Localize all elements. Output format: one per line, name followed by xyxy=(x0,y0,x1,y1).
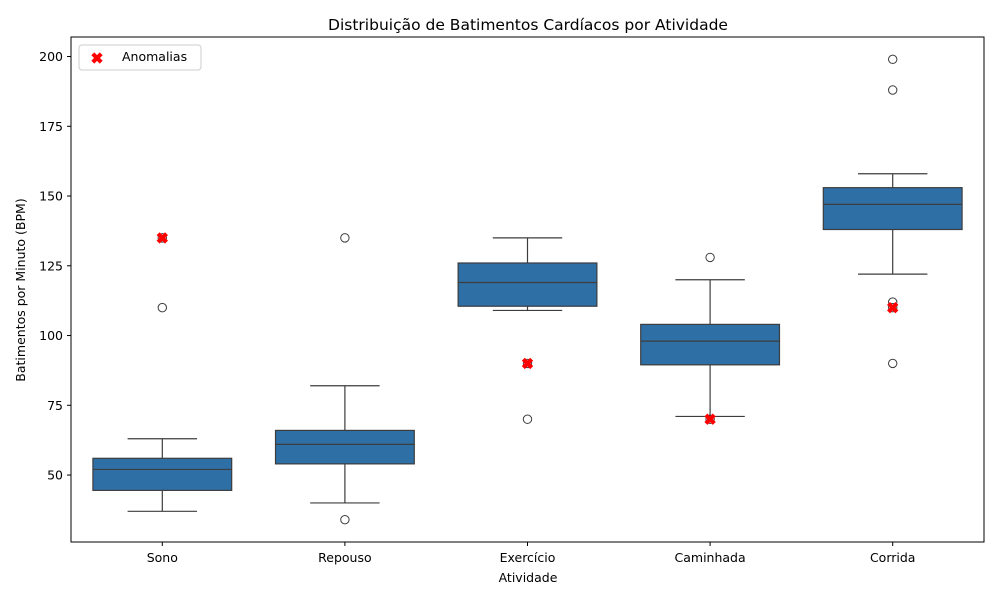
x-tick-label: Sono xyxy=(147,550,178,565)
anomaly-marker xyxy=(704,413,716,425)
outlier-point xyxy=(340,514,350,525)
legend-anomaly-marker xyxy=(91,52,103,64)
box-iqr xyxy=(640,323,781,366)
box-group-corrida xyxy=(822,173,963,275)
chart-title: Distribuição de Batimentos Cardíacos por… xyxy=(328,16,728,34)
anomaly-marker xyxy=(156,232,168,244)
box-group-exercicio xyxy=(457,237,598,312)
outlier-point xyxy=(157,302,168,313)
x-tick-label: Corrida xyxy=(870,550,916,565)
outlier-point xyxy=(705,252,715,263)
outlier-point xyxy=(888,85,898,95)
outlier-point xyxy=(888,302,898,313)
x-tick-label: Repouso xyxy=(318,550,371,565)
outlier-point xyxy=(522,358,533,369)
y-tick-label: 150 xyxy=(39,189,63,204)
x-axis-ticks: Sono Repouso Exercício Caminhada Corrida xyxy=(147,542,916,565)
legend-frame xyxy=(78,44,202,71)
box-iqr xyxy=(457,262,598,307)
boxes-layer xyxy=(92,173,963,512)
y-tick-label: 75 xyxy=(47,398,63,413)
anomaly-marker xyxy=(887,301,899,314)
y-tick-label: 200 xyxy=(39,49,63,64)
x-axis-label: Atividade xyxy=(499,570,558,585)
anomalies-layer xyxy=(156,232,899,425)
y-axis-ticks: 50 75 100 125 150 175 200 xyxy=(39,49,71,483)
box-group-repouso xyxy=(274,385,415,504)
box-iqr xyxy=(822,187,963,231)
y-tick-label: 125 xyxy=(39,258,63,273)
x-tick-label: Caminhada xyxy=(675,550,746,565)
legend-anomaly-cross xyxy=(91,52,103,64)
outlier-point xyxy=(705,414,715,424)
box-group-caminhada xyxy=(640,279,781,418)
y-tick-label: 175 xyxy=(39,119,63,134)
box-group-sono xyxy=(92,438,233,512)
outlier-point xyxy=(157,233,168,243)
box-iqr xyxy=(92,457,233,491)
legend: Anomalias xyxy=(78,44,202,71)
outliers-layer xyxy=(157,54,898,525)
outlier-point xyxy=(522,414,533,424)
y-tick-label: 100 xyxy=(39,328,63,343)
y-tick-label: 50 xyxy=(47,468,63,483)
legend-label-anomalias: Anomalias xyxy=(122,49,187,64)
outlier-point xyxy=(888,358,898,369)
x-tick-label: Exercício xyxy=(500,550,556,565)
outlier-point xyxy=(340,233,350,243)
box-iqr xyxy=(274,429,415,465)
anomaly-marker xyxy=(521,357,534,370)
y-axis-label: Batimentos por Minuto (BPM) xyxy=(13,198,28,381)
outlier-point xyxy=(888,54,898,65)
